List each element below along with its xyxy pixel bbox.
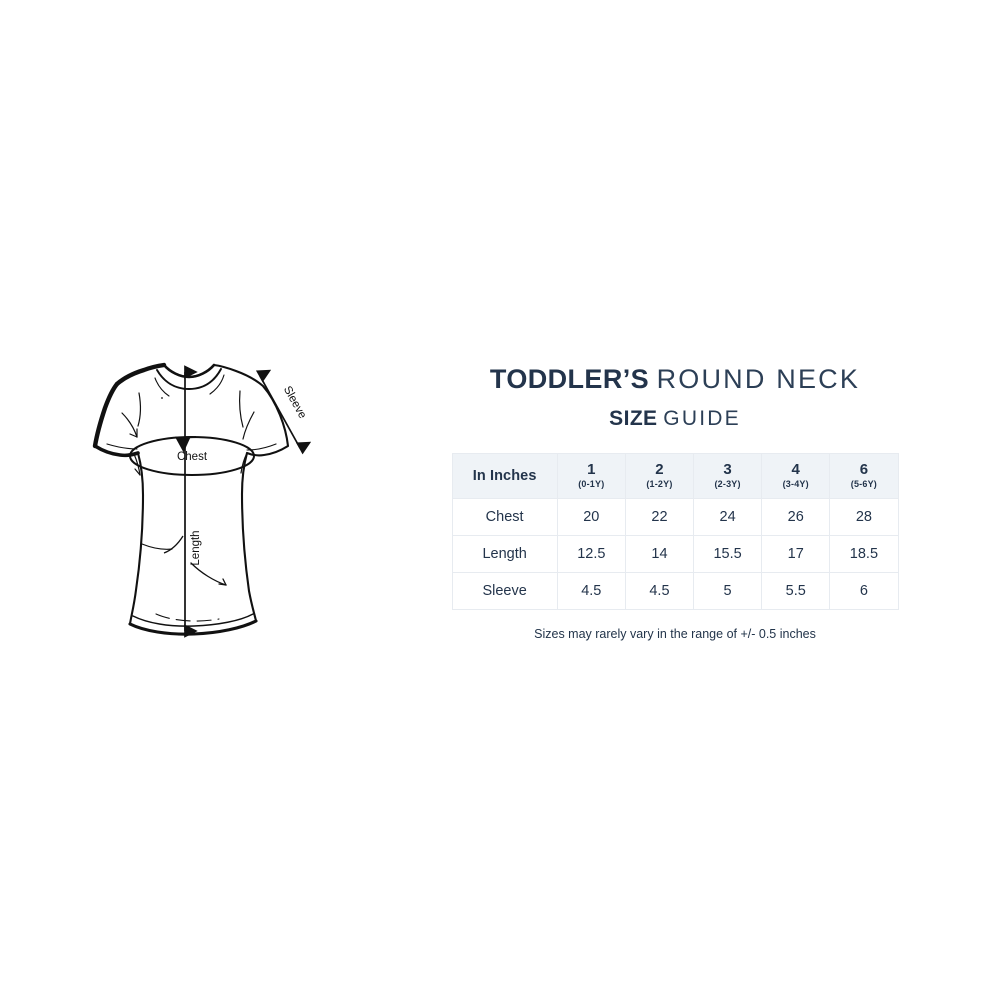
row-label-length: Length bbox=[451, 535, 558, 573]
cell-chest-1: 20 bbox=[556, 498, 626, 536]
cell-chest-2: 22 bbox=[624, 498, 695, 536]
size-header-4: 4 (3-4Y) bbox=[761, 453, 831, 499]
chest-label: Chest bbox=[177, 451, 208, 463]
row-label-chest: Chest bbox=[451, 498, 558, 536]
cell-length-4: 17 bbox=[761, 535, 831, 573]
page-subtitle-thin: GUIDE bbox=[663, 407, 741, 430]
cell-length-1: 12.5 bbox=[556, 535, 626, 573]
size-number-4: 4 bbox=[791, 461, 800, 478]
size-table-body: Chest 20 22 24 26 28 Length 12.5 14 15.5… bbox=[451, 498, 899, 610]
page-subtitle-strong: SIZE bbox=[609, 407, 658, 430]
size-age-1: (0-1Y) bbox=[578, 479, 605, 489]
cell-sleeve-6: 6 bbox=[829, 572, 899, 610]
size-age-4: (3-4Y) bbox=[782, 479, 809, 489]
size-variance-note: Sizes may rarely vary in the range of +/… bbox=[534, 627, 816, 641]
page-subtitle: SIZE GUIDE bbox=[440, 405, 910, 433]
cell-sleeve-1: 4.5 bbox=[556, 572, 626, 610]
size-age-3: (2-3Y) bbox=[714, 479, 741, 489]
cell-chest-4: 26 bbox=[761, 498, 831, 536]
cell-chest-6: 28 bbox=[829, 498, 899, 536]
table-row-length: Length 12.5 14 15.5 17 18.5 bbox=[451, 535, 899, 573]
size-number-3: 3 bbox=[723, 461, 732, 478]
size-guide-panel: TODDLER’S ROUND NECK SIZE GUIDE In Inche… bbox=[440, 362, 910, 641]
table-row-sleeve: Sleeve 4.5 4.5 5 5.5 6 bbox=[451, 572, 899, 610]
size-number-1: 1 bbox=[587, 461, 596, 478]
size-table: In Inches 1 (0-1Y) 2 (1-2Y) 3 (2-3Y) 4 bbox=[451, 453, 899, 610]
size-header-2: 2 (1-2Y) bbox=[624, 453, 695, 499]
size-header-1: 1 (0-1Y) bbox=[556, 453, 626, 499]
size-header-3: 3 (2-3Y) bbox=[693, 453, 763, 499]
table-row-chest: Chest 20 22 24 26 28 bbox=[451, 498, 899, 536]
size-age-6: (5-6Y) bbox=[850, 479, 877, 489]
page-title: TODDLER’S ROUND NECK bbox=[440, 362, 910, 396]
size-table-container: In Inches 1 (0-1Y) 2 (1-2Y) 3 (2-3Y) 4 bbox=[440, 453, 910, 610]
cell-sleeve-3: 5 bbox=[693, 572, 763, 610]
cell-sleeve-2: 4.5 bbox=[624, 572, 695, 610]
length-measurement: Length bbox=[163, 365, 202, 638]
cell-chest-3: 24 bbox=[693, 498, 763, 536]
tshirt-illustration: Chest Length Sleeve bbox=[44, 358, 334, 648]
cell-sleeve-4: 5.5 bbox=[761, 572, 831, 610]
page-title-thin: ROUND NECK bbox=[656, 364, 861, 394]
cell-length-3: 15.5 bbox=[693, 535, 763, 573]
size-number-2: 2 bbox=[655, 461, 664, 478]
cell-length-2: 14 bbox=[624, 535, 695, 573]
table-header-row: In Inches 1 (0-1Y) 2 (1-2Y) 3 (2-3Y) 4 bbox=[451, 453, 899, 499]
size-header-6: 6 (5-6Y) bbox=[829, 453, 899, 499]
size-table-head: In Inches 1 (0-1Y) 2 (1-2Y) 3 (2-3Y) 4 bbox=[451, 453, 899, 499]
page-title-strong: TODDLER’S bbox=[489, 364, 650, 394]
row-label-sleeve: Sleeve bbox=[451, 572, 558, 610]
cell-length-6: 18.5 bbox=[829, 535, 899, 573]
tshirt-outline bbox=[92, 362, 290, 636]
size-number-6: 6 bbox=[859, 461, 869, 478]
size-age-2: (1-2Y) bbox=[646, 479, 673, 489]
unit-header: In Inches bbox=[451, 453, 558, 499]
sleeve-label: Sleeve bbox=[281, 384, 309, 421]
length-label: Length bbox=[190, 530, 202, 565]
